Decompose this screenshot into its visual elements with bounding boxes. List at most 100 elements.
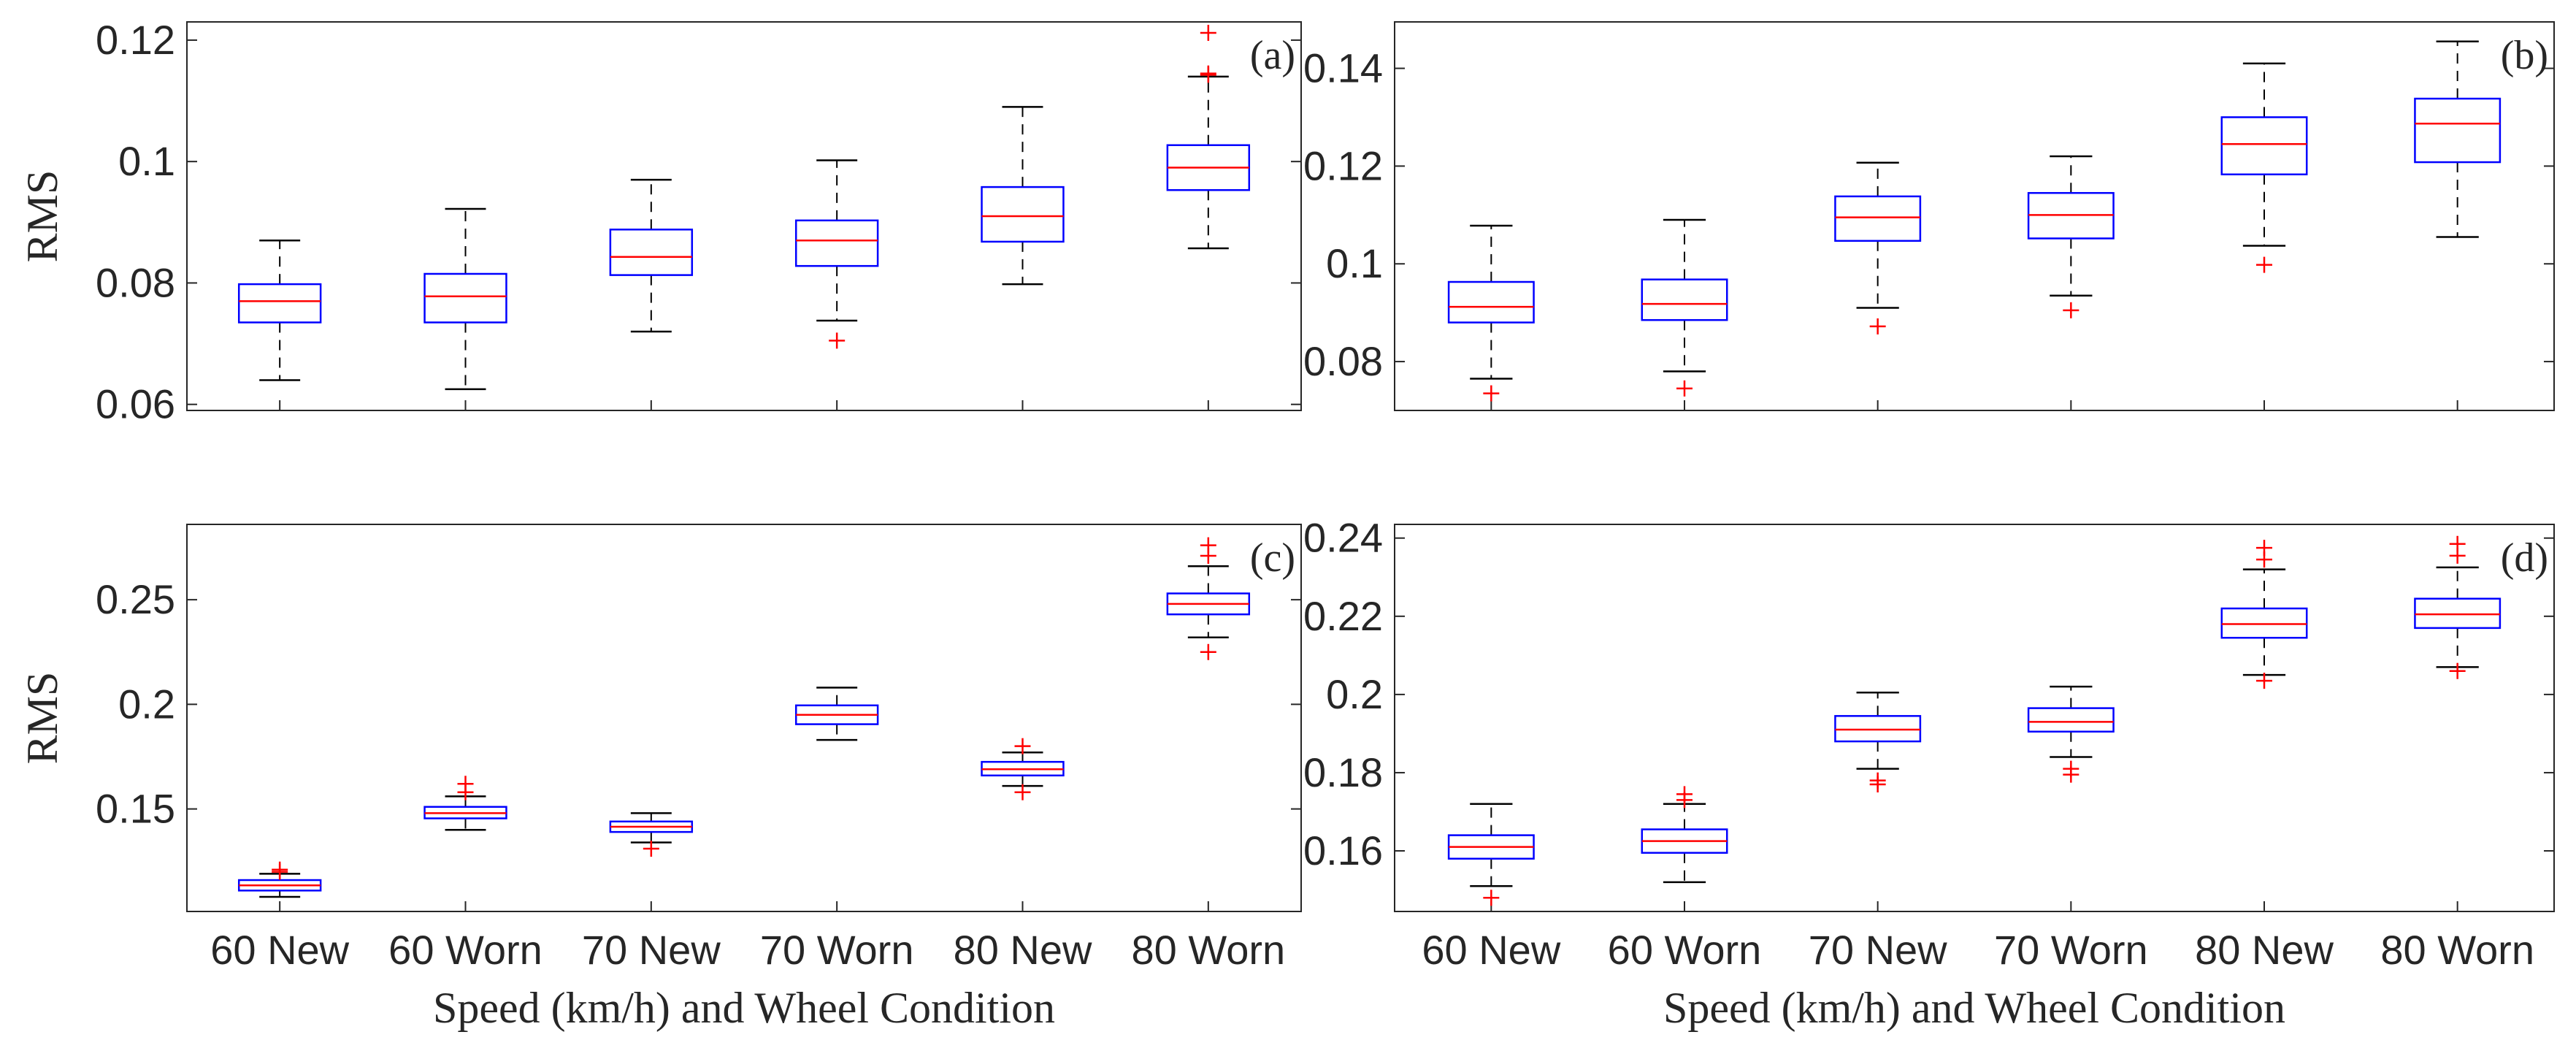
chart-panel-4: 0.16 0.18 0.2 0.22 0.24 60 New 60 Worn 70 New 70… <box>1303 515 2555 1032</box>
outlier-marker <box>1869 772 1886 789</box>
outlier-marker <box>272 861 288 878</box>
y-tick-label: 0.18 <box>1303 749 1383 795</box>
iqr-box <box>2414 97 2502 164</box>
y-tick-label: 0.1 <box>118 138 175 184</box>
box-60-new <box>1447 224 1535 402</box>
outlier-marker <box>2256 540 2272 557</box>
x-tick-label: 80 Worn <box>2380 927 2534 973</box>
y-tick-label: 0.08 <box>1303 338 1383 384</box>
chart-panel-3: 0.15 0.2 0.25 60 New 60 Worn 70 New 70 Worn 80 … <box>18 524 1302 1032</box>
y-axis-title: RMS <box>18 672 66 765</box>
panel-label: (c) <box>1250 535 1295 581</box>
x-tick-label: 70 Worn <box>760 927 914 973</box>
panel-label: (a) <box>1250 33 1295 78</box>
iqr-box <box>794 219 879 267</box>
iqr-box <box>2220 607 2308 639</box>
plot-frame <box>186 524 1302 912</box>
box-60-worn <box>423 207 507 391</box>
x-tick-label: 60 New <box>210 927 349 973</box>
x-tick-label: 80 New <box>954 927 1092 973</box>
y-tick-label: 0.12 <box>96 17 175 63</box>
box-60-worn <box>1641 218 1728 397</box>
box-60-new <box>1447 803 1535 906</box>
y-tick-label: 0.14 <box>1303 45 1383 91</box>
iqr-box <box>981 186 1065 243</box>
x-tick-label: 80 New <box>2195 927 2334 973</box>
iqr-box <box>1641 278 1728 321</box>
outlier-marker <box>1869 318 1886 334</box>
iqr-box <box>1834 195 1922 242</box>
outlier-marker <box>1200 65 1216 82</box>
y-tick-label: 0.08 <box>96 259 175 305</box>
box-80-worn <box>2414 40 2502 238</box>
outlier-marker <box>457 776 474 792</box>
x-tick-label: 60 New <box>1422 927 1560 973</box>
chart-panel-2: 0.08 0.1 0.12 0.14 (b) <box>1303 21 2555 411</box>
box-70-new <box>1834 161 1922 334</box>
outlier-marker <box>1014 738 1031 754</box>
x-axis-title: Speed (km/h) and Wheel Condition <box>1663 984 2285 1032</box>
outlier-marker <box>1014 784 1031 800</box>
outlier-marker <box>2256 256 2272 273</box>
outlier-marker <box>1483 385 1500 402</box>
box-60-new <box>237 861 322 898</box>
box-80-new <box>2220 540 2308 689</box>
y-tick-label: 0.2 <box>118 681 175 727</box>
box-70-new <box>609 812 694 857</box>
iqr-box <box>2027 707 2115 733</box>
x-tick-label: 60 Worn <box>388 927 543 973</box>
iqr-box <box>1447 280 1535 324</box>
iqr-box <box>1834 715 1922 743</box>
outlier-marker <box>1200 24 1216 41</box>
box-70-worn <box>794 687 879 741</box>
outlier-marker <box>2449 535 2466 552</box>
box-70-worn <box>2027 685 2115 783</box>
box-80-worn <box>1166 24 1251 250</box>
y-tick-label: 0.25 <box>96 576 175 622</box>
x-tick-label: 80 Worn <box>1132 927 1286 973</box>
plot-frame <box>1394 21 2555 411</box>
iqr-box <box>2414 597 2502 630</box>
box-60-worn <box>1641 786 1728 884</box>
outlier-marker <box>1200 537 1216 554</box>
iqr-box <box>2220 116 2308 176</box>
y-tick-label: 0.1 <box>1326 240 1383 286</box>
box-70-new <box>609 178 694 333</box>
box-70-worn <box>2027 155 2115 318</box>
outlier-marker <box>2449 662 2466 679</box>
plot-frame <box>1394 524 2555 912</box>
box-60-worn <box>423 776 507 831</box>
outlier-marker <box>1676 380 1693 397</box>
outlier-marker <box>2063 302 2079 318</box>
outlier-marker <box>1676 786 1693 803</box>
y-tick-label: 0.15 <box>96 786 175 832</box>
outlier-marker <box>2063 760 2079 777</box>
box-80-new <box>2220 62 2308 273</box>
y-tick-label: 0.22 <box>1303 593 1383 639</box>
iqr-box <box>609 229 694 276</box>
y-tick-label: 0.2 <box>1326 671 1383 717</box>
x-tick-label: 60 Worn <box>1608 927 1762 973</box>
outlier-marker <box>1200 643 1216 660</box>
y-tick-label: 0.24 <box>1303 515 1383 561</box>
y-tick-label: 0.16 <box>1303 827 1383 873</box>
outlier-marker <box>1483 890 1500 906</box>
iqr-box <box>423 272 507 324</box>
outlier-marker <box>2256 673 2272 689</box>
x-tick-label: 70 New <box>1809 927 1947 973</box>
box-80-new <box>981 738 1065 800</box>
chart-panel-1: 0.06 0.08 0.1 0.12 (a) RMS <box>18 17 1302 427</box>
y-axis-title: RMS <box>18 170 66 263</box>
panel-label: (b) <box>2501 33 2548 78</box>
x-axis-title: Speed (km/h) and Wheel Condition <box>433 984 1055 1032</box>
y-tick-label: 0.12 <box>1303 142 1383 188</box>
iqr-box <box>237 283 322 324</box>
box-70-worn <box>794 159 879 349</box>
outlier-marker <box>829 332 846 349</box>
x-tick-label: 70 New <box>582 927 721 973</box>
box-70-new <box>1834 691 1922 793</box>
plot-frame <box>186 21 1302 411</box>
panel-label: (d) <box>2501 535 2548 581</box>
box-60-new <box>237 240 322 381</box>
